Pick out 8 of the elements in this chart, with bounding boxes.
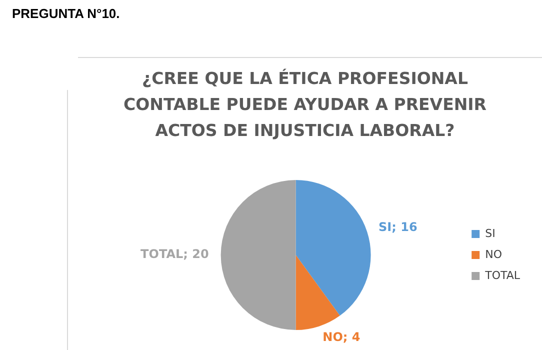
data-label: SI; 16 [378, 220, 418, 234]
data-label: TOTAL; 20 [140, 247, 209, 262]
chart-title: ¿CREE QUE LA ÉTICA PROFESIONAL CONTABLE PUEDE AYUDAR A PREVENIR ACTOS DE INJUSTICIA LABORAL? [122, 68, 488, 142]
data-label: NO; 4 [322, 330, 360, 344]
legend-label: SI [485, 226, 496, 240]
text: PREGUNTA N°10. [12, 6, 120, 21]
legend-label: TOTAL [484, 268, 521, 282]
legend-label: NO [485, 248, 502, 261]
